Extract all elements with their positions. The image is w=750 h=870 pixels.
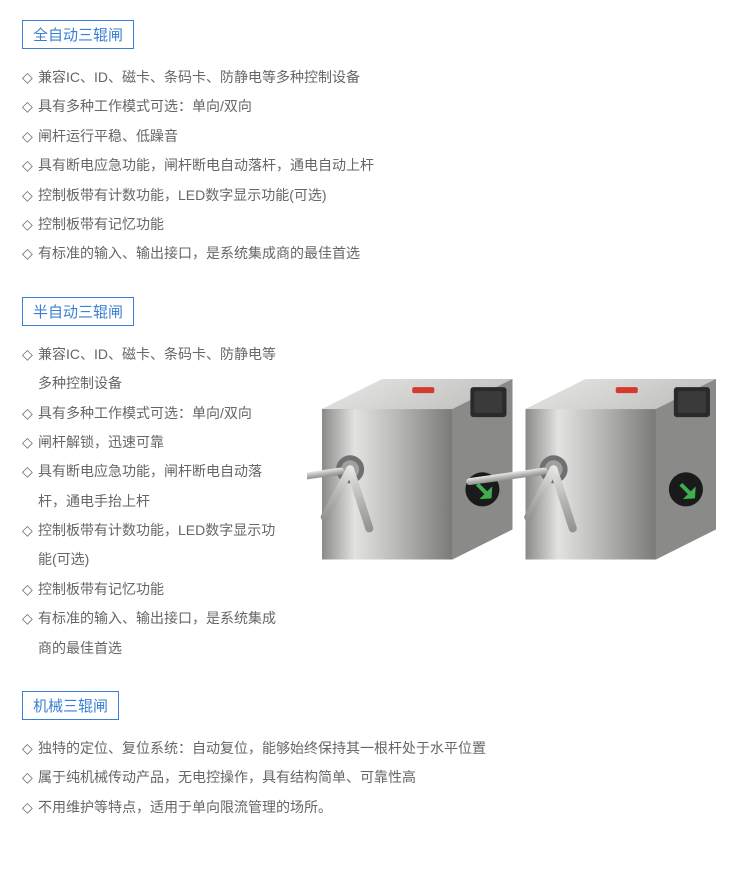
feature-item: 具有多种工作模式可选：单向/双向 [22,399,287,428]
section-full-auto: 全自动三辊闸 兼容IC、ID、磁卡、条码卡、防静电等多种控制设备 具有多种工作模… [22,20,728,269]
text-column: 兼容IC、ID、磁卡、条码卡、防静电等多种控制设备 具有多种工作模式可选：单向/… [22,340,287,663]
section-title: 机械三辊闸 [22,691,119,720]
feature-item: 控制板带有记忆功能 [22,575,287,604]
feature-item: 有标准的输入、输出接口，是系统集成商的最佳首选 [22,604,287,663]
section-body: 兼容IC、ID、磁卡、条码卡、防静电等多种控制设备 具有多种工作模式可选：单向/… [22,340,728,663]
section-title: 全自动三辊闸 [22,20,134,49]
feature-item: 兼容IC、ID、磁卡、条码卡、防静电等多种控制设备 [22,63,728,92]
feature-item: 具有断电应急功能，闸杆断电自动落杆，通电自动上杆 [22,151,728,180]
section-semi-auto: 半自动三辊闸 兼容IC、ID、磁卡、条码卡、防静电等多种控制设备 具有多种工作模… [22,297,728,663]
feature-item: 属于纯机械传动产品，无电控操作，具有结构简单、可靠性高 [22,763,728,792]
image-column [307,340,728,590]
feature-item: 控制板带有计数功能，LED数字显示功能(可选) [22,181,728,210]
section-title: 半自动三辊闸 [22,297,134,326]
feature-item: 闸杆运行平稳、低躁音 [22,122,728,151]
turnstile-image [307,344,728,585]
feature-list: 兼容IC、ID、磁卡、条码卡、防静电等多种控制设备 具有多种工作模式可选：单向/… [22,63,728,269]
section-mechanical: 机械三辊闸 独特的定位、复位系统：自动复位，能够始终保持其一根杆处于水平位置 属… [22,691,728,822]
feature-item: 控制板带有记忆功能 [22,210,728,239]
feature-item: 独特的定位、复位系统：自动复位，能够始终保持其一根杆处于水平位置 [22,734,728,763]
feature-item: 具有多种工作模式可选：单向/双向 [22,92,728,121]
feature-item: 闸杆解锁，迅速可靠 [22,428,287,457]
feature-list: 独特的定位、复位系统：自动复位，能够始终保持其一根杆处于水平位置 属于纯机械传动… [22,734,728,822]
feature-item: 兼容IC、ID、磁卡、条码卡、防静电等多种控制设备 [22,340,287,399]
feature-item: 具有断电应急功能，闸杆断电自动落杆，通电手抬上杆 [22,457,287,516]
feature-item: 控制板带有计数功能，LED数字显示功能(可选) [22,516,287,575]
feature-item: 有标准的输入、输出接口，是系统集成商的最佳首选 [22,239,728,268]
feature-list: 兼容IC、ID、磁卡、条码卡、防静电等多种控制设备 具有多种工作模式可选：单向/… [22,340,287,663]
feature-item: 不用维护等特点，适用于单向限流管理的场所。 [22,793,728,822]
